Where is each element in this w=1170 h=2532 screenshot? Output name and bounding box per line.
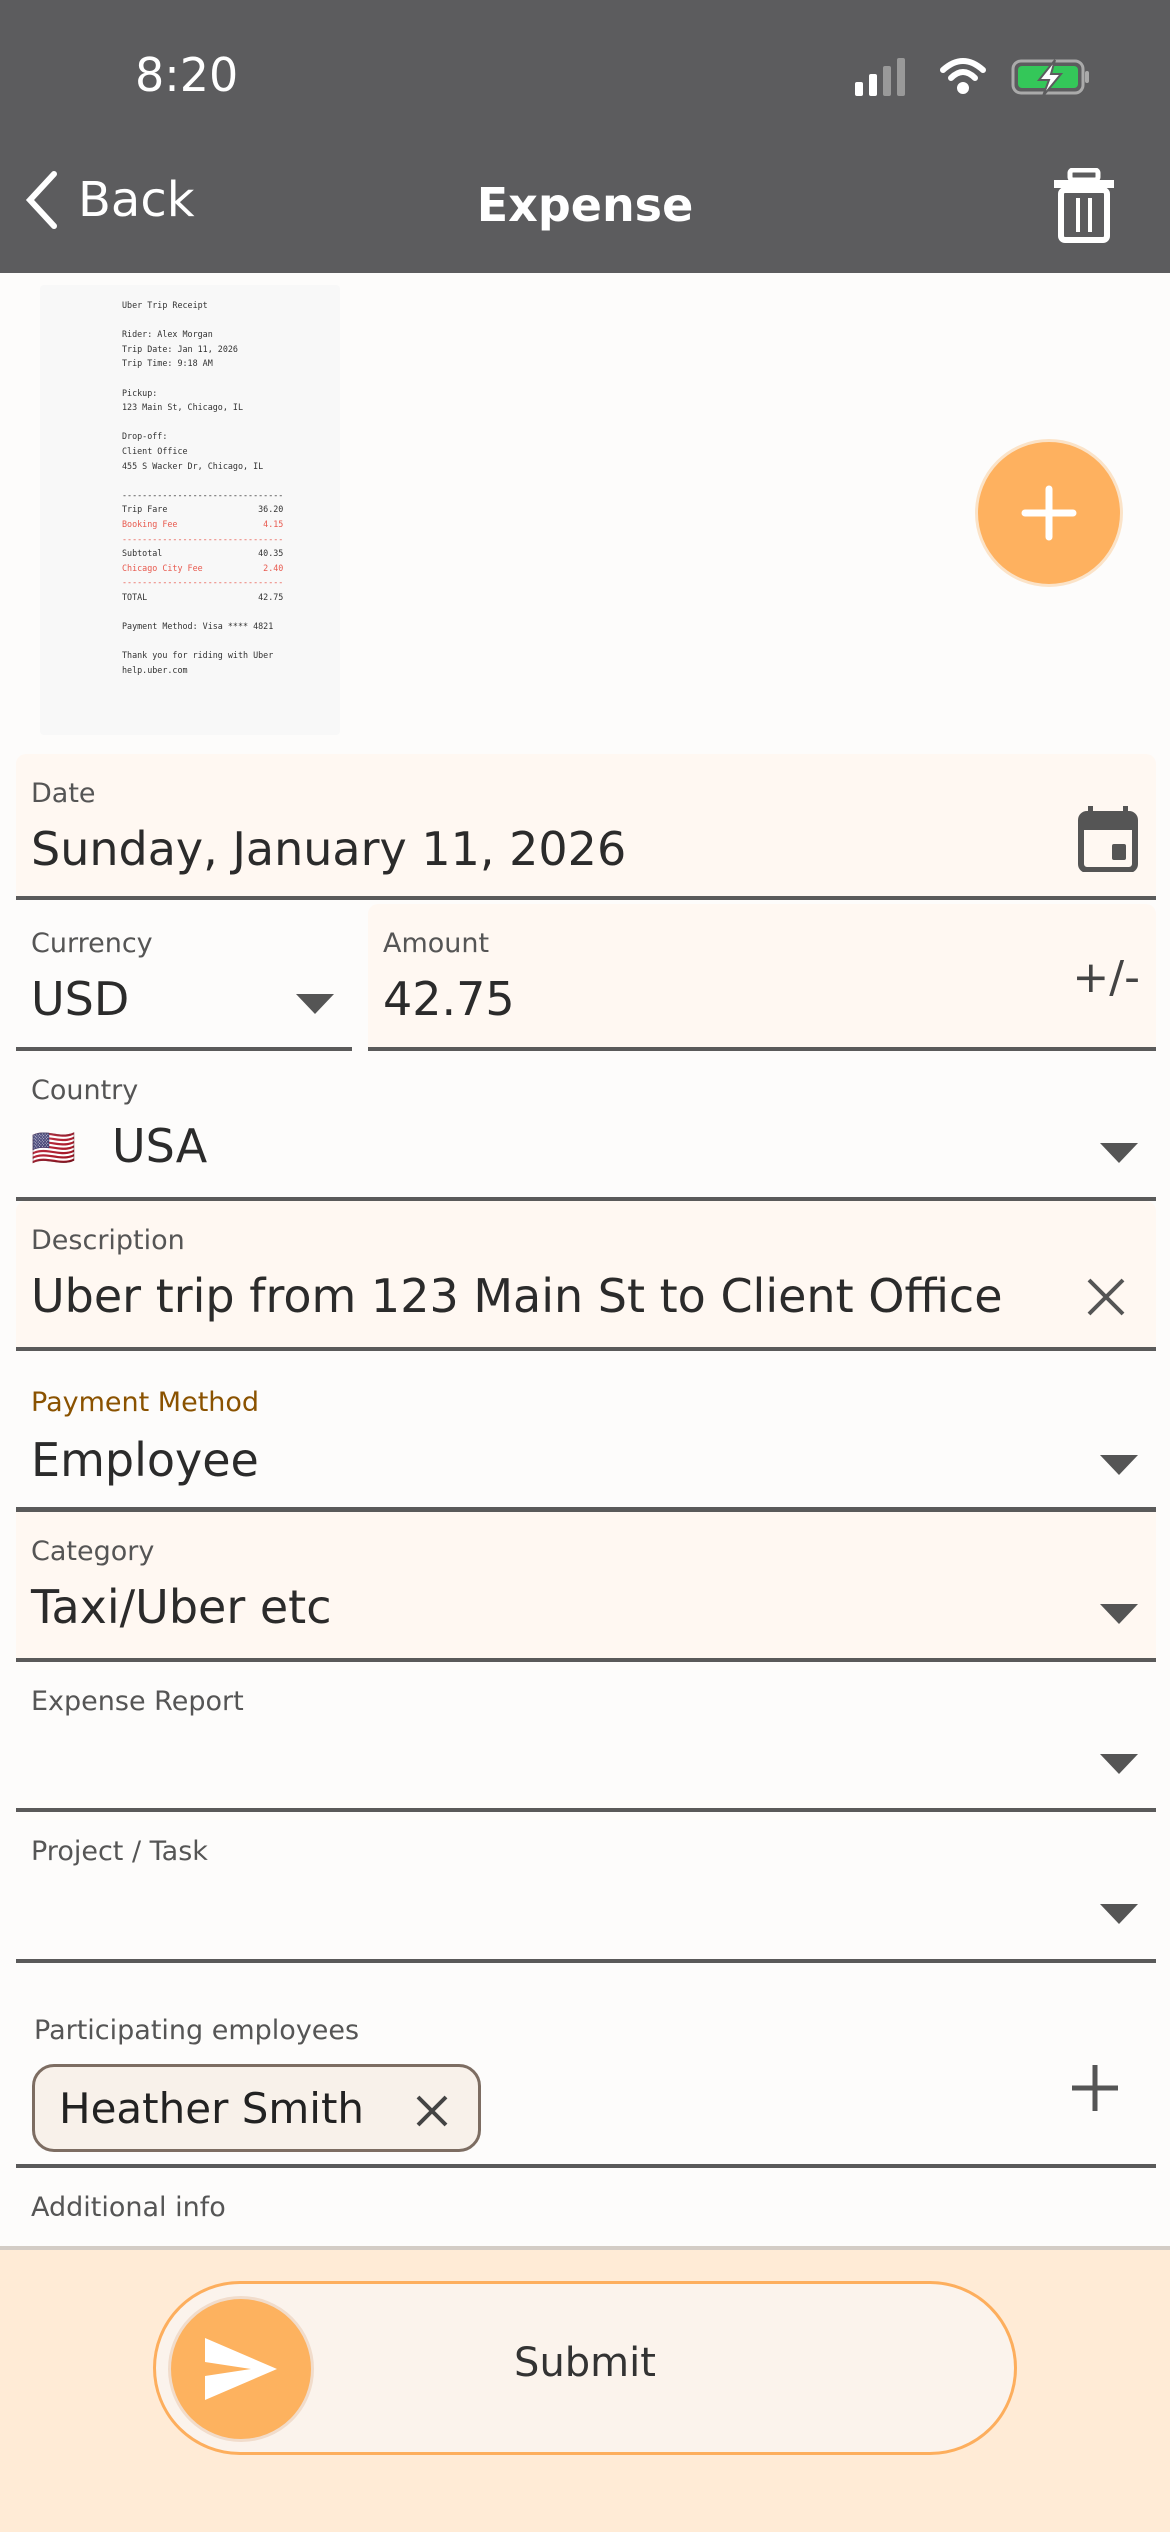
chevron-down-icon — [1100, 1604, 1138, 1624]
currency-label: Currency — [31, 928, 153, 959]
participants-field: Participating employees — [16, 1963, 1156, 2168]
project-task-label: Project / Task — [31, 1836, 208, 1867]
receipt-line: Subtotal 40.35 — [122, 548, 284, 559]
receipt-line: Uber Trip Receipt — [122, 300, 208, 310]
plus-icon — [1021, 485, 1077, 541]
participants-label: Participating employees — [34, 2015, 360, 2046]
amount-value: 42.75 — [383, 972, 515, 1026]
receipt-line: 455 S Wacker Dr, Chicago, IL — [122, 460, 264, 471]
date-value: Sunday, January 11, 2026 — [31, 822, 627, 876]
chevron-left-icon — [25, 171, 57, 229]
payment-method-select[interactable]: Payment Method Employee — [16, 1351, 1156, 1513]
chevron-down-icon — [296, 994, 334, 1014]
receipt-line: Trip Time: 9:18 AM — [122, 358, 213, 369]
receipt-line: Rider: Alex Morgan — [122, 329, 213, 340]
expense-report-label: Expense Report — [31, 1686, 244, 1717]
submit-button[interactable]: Submit — [153, 2281, 1017, 2455]
receipt-text: Uber Trip Receipt Rider: Alex Morgan Tri… — [122, 298, 283, 677]
receipt-line: Trip Date: Jan 11, 2026 — [122, 343, 238, 354]
status-icons — [855, 58, 1089, 97]
send-icon — [205, 2338, 277, 2400]
receipt-line: Pickup: — [122, 387, 158, 398]
country-select[interactable]: Country 🇺🇸 USA — [16, 1051, 1156, 1201]
country-value: USA — [112, 1119, 208, 1173]
receipt-line: Thank you for riding with Uber — [122, 650, 274, 661]
chevron-down-icon — [1100, 1904, 1138, 1924]
amount-label: Amount — [383, 928, 490, 959]
project-task-select[interactable]: Project / Task — [16, 1812, 1156, 1963]
description-value: Uber trip from 123 Main St to Client Off… — [31, 1269, 1003, 1323]
add-attachment-button[interactable] — [975, 439, 1123, 587]
wifi-icon — [940, 58, 986, 94]
receipt-line: Trip Fare 36.20 — [122, 504, 284, 515]
additional-info-label: Additional info — [31, 2192, 226, 2223]
receipt-line: -------------------------------- — [122, 533, 284, 544]
chevron-down-icon — [1100, 1143, 1138, 1163]
category-value: Taxi/Uber etc — [31, 1580, 332, 1634]
flag-icon: 🇺🇸 — [31, 1128, 76, 1169]
send-icon-circle — [168, 2296, 314, 2442]
header: 8:20 Back Expense — [0, 0, 1170, 273]
category-label: Category — [31, 1536, 155, 1567]
battery-charging-icon — [1011, 59, 1089, 97]
signal-icon — [855, 58, 905, 96]
date-field[interactable]: Date Sunday, January 11, 2026 — [16, 754, 1156, 900]
currency-value: USD — [31, 972, 130, 1026]
receipt-line: Booking Fee 4.15 — [122, 518, 284, 529]
description-label: Description — [31, 1225, 185, 1256]
receipt-line: Drop-off: — [122, 431, 168, 442]
receipt-line: Payment Method: Visa **** 4821 — [122, 621, 274, 632]
add-participant-icon[interactable] — [1070, 2063, 1120, 2113]
receipt-line: 123 Main St, Chicago, IL — [122, 402, 244, 413]
receipt-line: TOTAL 42.75 — [122, 591, 284, 602]
chevron-down-icon — [1100, 1754, 1138, 1774]
receipt-line: help.uber.com — [122, 664, 188, 675]
expense-report-select[interactable]: Expense Report — [16, 1662, 1156, 1812]
receipt-line: -------------------------------- — [122, 577, 284, 588]
country-label: Country — [31, 1075, 139, 1106]
submit-label: Submit — [514, 2340, 656, 2386]
participant-chip[interactable]: Heather Smith — [32, 2064, 481, 2152]
receipt-line: Chicago City Fee 2.40 — [122, 562, 284, 573]
category-select[interactable]: Category Taxi/Uber etc — [16, 1512, 1156, 1662]
status-time: 8:20 — [135, 48, 239, 102]
date-label: Date — [31, 778, 96, 809]
currency-select[interactable]: Currency USD — [16, 904, 352, 1051]
page-title: Expense — [476, 178, 694, 232]
back-label: Back — [78, 172, 195, 228]
back-button[interactable]: Back — [24, 170, 195, 230]
receipt-line: -------------------------------- — [122, 489, 284, 500]
chevron-down-icon — [1100, 1455, 1138, 1475]
clear-icon[interactable] — [1086, 1277, 1126, 1317]
receipt-image[interactable]: Uber Trip Receipt Rider: Alex Morgan Tri… — [40, 285, 340, 735]
description-field[interactable]: Description Uber trip from 123 Main St t… — [16, 1201, 1156, 1351]
sign-toggle-button[interactable]: +/- — [1072, 952, 1140, 1003]
calendar-icon[interactable] — [1078, 806, 1138, 872]
remove-chip-icon[interactable] — [416, 2095, 448, 2127]
payment-method-label: Payment Method — [31, 1387, 260, 1418]
receipt-line: Client Office — [122, 445, 188, 456]
trash-icon[interactable] — [1052, 168, 1116, 244]
payment-method-value: Employee — [31, 1433, 259, 1487]
participant-name: Heather Smith — [59, 2083, 365, 2133]
amount-field[interactable]: Amount 42.75 +/- — [368, 904, 1156, 1051]
